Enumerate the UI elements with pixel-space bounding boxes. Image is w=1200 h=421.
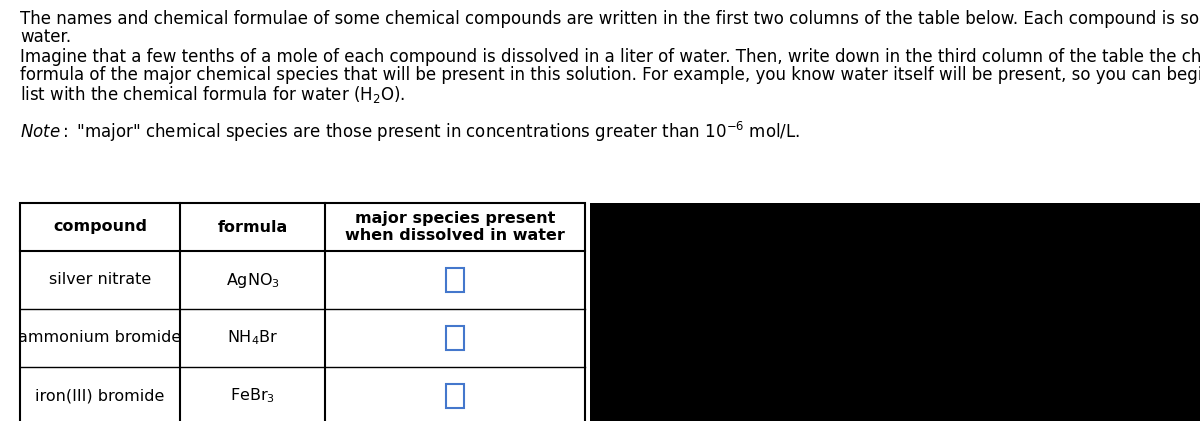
Text: compound: compound [53, 219, 148, 234]
Text: Imagine that a few tenths of a mole of each compound is dissolved in a liter of : Imagine that a few tenths of a mole of e… [20, 48, 1200, 66]
Text: formula: formula [217, 219, 288, 234]
Text: ammonium bromide: ammonium bromide [18, 330, 181, 346]
Text: water.: water. [20, 28, 71, 46]
Bar [446, 326, 464, 350]
Text: silver nitrate: silver nitrate [49, 272, 151, 288]
Text: major species present: major species present [355, 211, 556, 226]
Text: $\mathregular{AgNO_{3}}$: $\mathregular{AgNO_{3}}$ [226, 271, 280, 290]
Text: list with the chemical formula for water ($\mathregular{H_2O}$).: list with the chemical formula for water… [20, 84, 406, 105]
Bar [590, 203, 1200, 421]
Text: iron(III) bromide: iron(III) bromide [35, 389, 164, 403]
Bar [446, 268, 464, 292]
Text: $\mathregular{FeBr_{3}}$: $\mathregular{FeBr_{3}}$ [230, 386, 275, 405]
Bar [446, 384, 464, 408]
Bar [20, 203, 586, 421]
Text: formula of the major chemical species that will be present in this solution. For: formula of the major chemical species th… [20, 66, 1200, 84]
Text: when dissolved in water: when dissolved in water [346, 227, 565, 242]
Text: $\it{Note:}$ "major" chemical species are those present in concentrations greate: $\it{Note:}$ "major" chemical species ar… [20, 120, 800, 144]
Text: $\mathregular{NH_{4}Br}$: $\mathregular{NH_{4}Br}$ [227, 329, 278, 347]
Text: The names and chemical formulae of some chemical compounds are written in the fi: The names and chemical formulae of some … [20, 10, 1200, 28]
